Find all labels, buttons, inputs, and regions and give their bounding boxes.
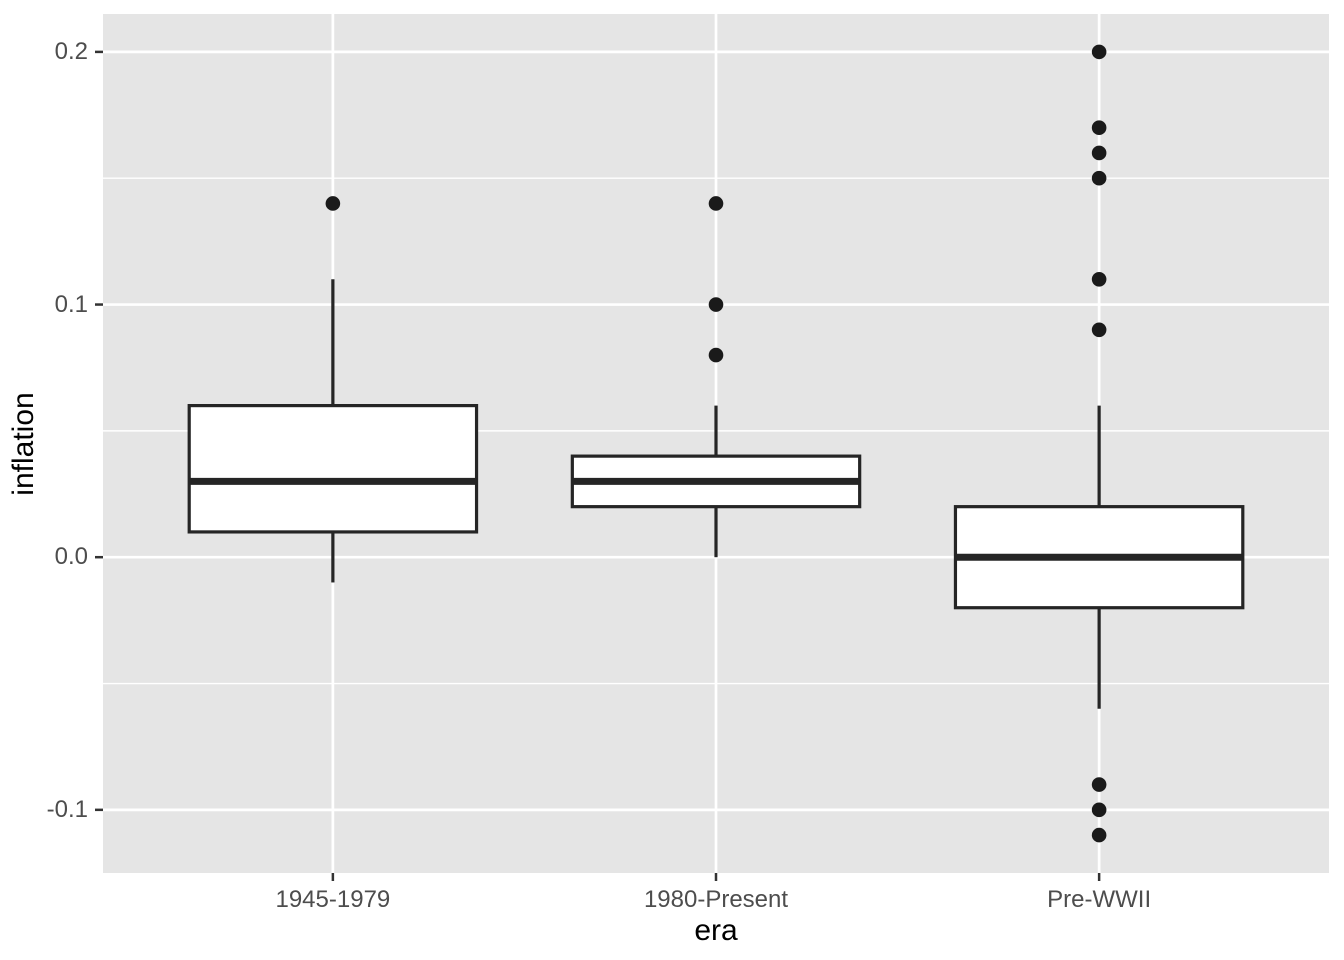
outlier-point (1091, 145, 1107, 161)
outlier-point (1091, 120, 1107, 135)
y-axis-tick-label: 0.0 (54, 543, 88, 571)
outlier-point (1091, 802, 1107, 818)
y-axis-tick-label: 0.2 (54, 37, 88, 65)
outlier-point (325, 196, 341, 211)
outlier-point (708, 297, 724, 312)
outlier-point (1091, 777, 1107, 792)
outlier-point (1091, 322, 1107, 338)
outlier-point (1091, 271, 1107, 287)
y-axis-title: inflation (7, 392, 40, 496)
y-axis-tick-label: 0.1 (54, 290, 88, 318)
outlier-point (1091, 827, 1107, 843)
x-axis-title: era (694, 914, 738, 947)
outlier-point (1091, 44, 1107, 60)
outlier-point (1091, 170, 1107, 186)
y-axis-tick-label: -0.1 (46, 795, 88, 823)
x-axis-tick-label: 1980-Present (643, 886, 789, 913)
x-axis-tick-label: Pre-WWII (1047, 886, 1152, 913)
boxplot-box (187, 404, 479, 534)
outlier-point (708, 196, 724, 211)
outlier-point (708, 347, 724, 363)
x-axis-tick-label: 1945-1979 (275, 886, 391, 913)
